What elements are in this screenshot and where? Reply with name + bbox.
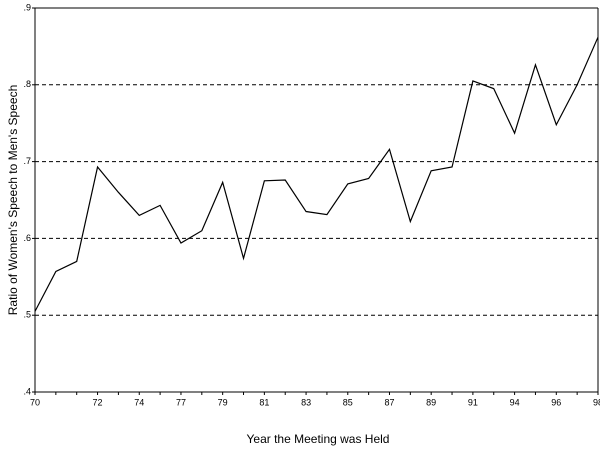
x-tick-label: 98 bbox=[593, 397, 600, 407]
x-tick-label: 77 bbox=[176, 397, 186, 407]
y-axis-label: Ratio of Women's Speech to Men's Speech bbox=[6, 85, 20, 315]
x-tick-label: 81 bbox=[259, 397, 269, 407]
x-tick-label: 85 bbox=[343, 397, 353, 407]
x-axis-label: Year the Meeting was Held bbox=[247, 432, 390, 446]
x-tick-label: 89 bbox=[426, 397, 436, 407]
data-line bbox=[34, 36, 599, 312]
x-tick-label: 91 bbox=[468, 397, 478, 407]
x-tick-label: 87 bbox=[384, 397, 394, 407]
x-tick-label: 79 bbox=[218, 397, 228, 407]
x-tick-label: 94 bbox=[510, 397, 520, 407]
x-tick-label: 74 bbox=[134, 397, 144, 407]
x-tick-label: 70 bbox=[30, 397, 40, 407]
x-tick-label: 83 bbox=[301, 397, 311, 407]
y-tick-label: .7 bbox=[23, 156, 31, 166]
y-tick-label: .8 bbox=[23, 79, 31, 89]
x-tick-label: 72 bbox=[93, 397, 103, 407]
y-tick-label: .6 bbox=[23, 233, 31, 243]
y-tick-label: .9 bbox=[23, 2, 31, 12]
x-tick-label: 96 bbox=[551, 397, 561, 407]
y-tick-label: .4 bbox=[23, 386, 31, 396]
y-tick-label: .5 bbox=[23, 310, 31, 320]
